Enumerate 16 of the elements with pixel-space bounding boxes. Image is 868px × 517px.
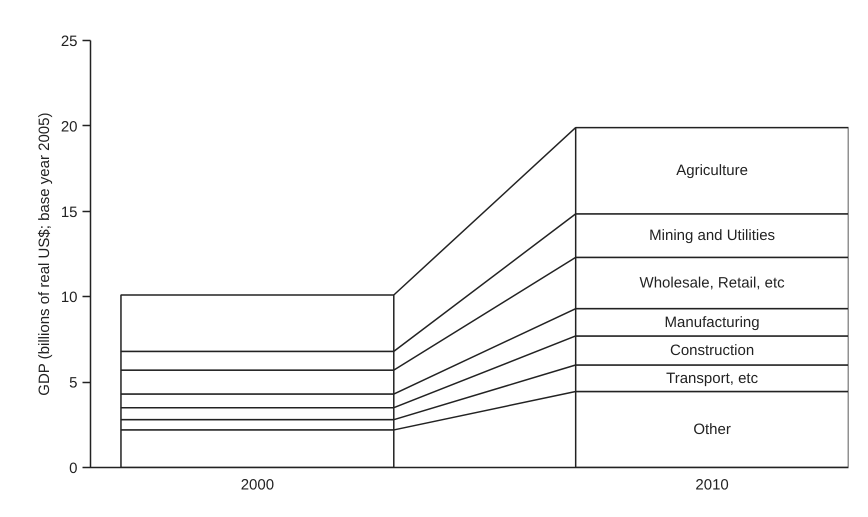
y-axis-title: GDP (billions of real US$; base year 2005) xyxy=(36,112,53,396)
series-label: Transport, etc xyxy=(666,370,759,387)
series-label: Wholesale, Retail, etc xyxy=(640,274,786,292)
y-tick-label: 20 xyxy=(60,118,78,136)
y-tick-label: 10 xyxy=(60,289,78,306)
series-label: Construction xyxy=(670,342,754,359)
x-tick-label: 2010 xyxy=(695,476,729,494)
x-tick-label: 2000 xyxy=(240,476,274,494)
y-tick-label: 25 xyxy=(60,33,78,50)
series-label: Manufacturing xyxy=(664,314,760,331)
series-label: Agriculture xyxy=(676,162,748,180)
y-tick-label: 5 xyxy=(69,374,78,392)
series-label: Mining and Utilities xyxy=(649,227,776,244)
series-label: Other xyxy=(693,420,731,438)
y-tick-label: 0 xyxy=(69,460,78,477)
y-tick-label: 15 xyxy=(60,204,78,221)
